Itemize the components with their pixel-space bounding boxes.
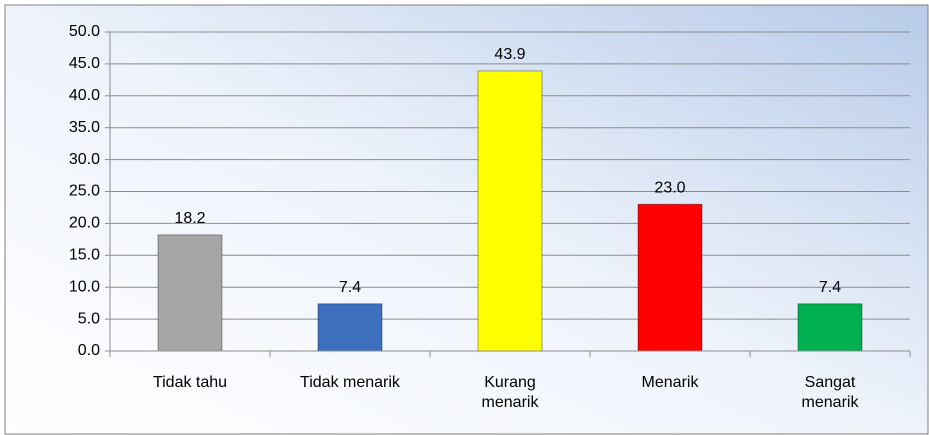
y-tick-label: 20.0 <box>69 215 100 232</box>
value-label: 7.4 <box>819 279 841 296</box>
x-tick-label: Tidak tahu <box>152 374 228 391</box>
value-label: 23.0 <box>654 179 685 196</box>
y-tick-label: 25.0 <box>69 183 100 200</box>
y-tick-label: 15.0 <box>69 247 100 264</box>
y-tick-label: 45.0 <box>69 55 100 72</box>
value-label: 18.2 <box>174 210 205 227</box>
bar <box>477 70 543 352</box>
y-tick-label: 0.0 <box>78 342 100 359</box>
y-tick-label: 10.0 <box>69 278 100 295</box>
bar <box>637 203 703 352</box>
y-tick-label: 30.0 <box>69 151 100 168</box>
y-tick-label: 5.0 <box>78 310 100 327</box>
value-label: 43.9 <box>494 46 525 63</box>
bar <box>317 303 383 352</box>
bar <box>157 234 223 352</box>
y-tick-label: 35.0 <box>69 119 100 136</box>
y-tick-label: 40.0 <box>69 87 100 104</box>
chart-background <box>4 4 929 435</box>
x-tick-label: Sangat menarik <box>801 374 859 411</box>
value-label: 7.4 <box>339 279 361 296</box>
x-tick-label: Menarik <box>641 374 699 391</box>
y-tick-label: 50.0 <box>69 23 100 40</box>
x-tick-label: Kurang menarik <box>481 374 539 411</box>
bar <box>797 303 863 352</box>
x-tick-label: Tidak menarik <box>300 374 400 391</box>
